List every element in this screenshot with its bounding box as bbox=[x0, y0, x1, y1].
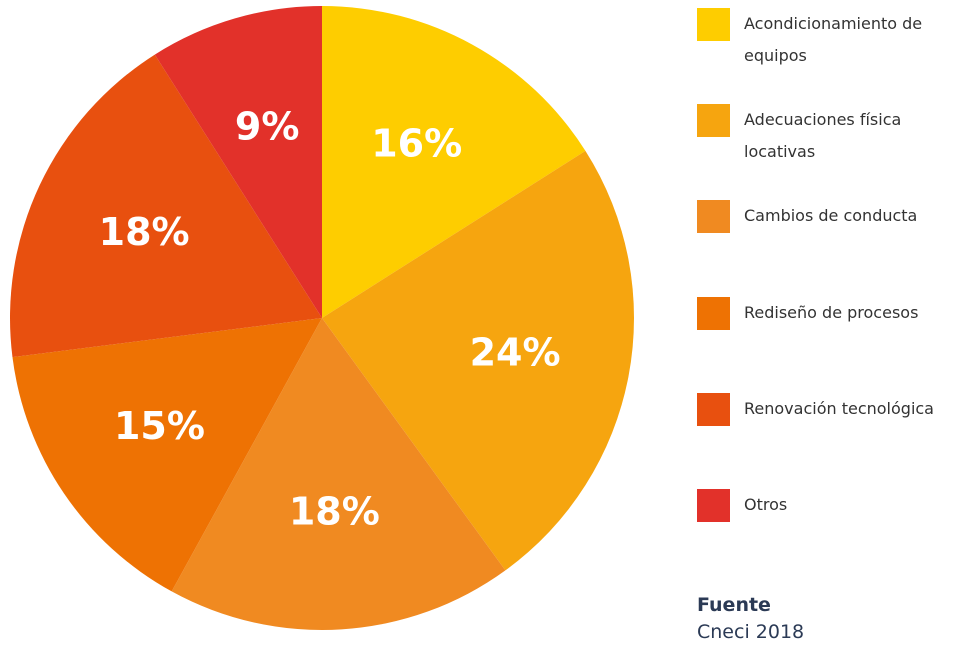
legend-label: Adecuaciones física locativas bbox=[744, 110, 902, 162]
legend-label: Renovación tecnológica bbox=[744, 398, 934, 418]
legend-item: Otros bbox=[697, 489, 980, 522]
legend-swatch bbox=[697, 8, 730, 41]
pie-slice bbox=[322, 6, 586, 318]
slice-label: 18% bbox=[99, 210, 190, 254]
source-text: Cneci 2018 bbox=[697, 621, 805, 643]
slice-label: 24% bbox=[470, 330, 561, 374]
legend-label: Otros bbox=[744, 495, 788, 514]
pie-slice bbox=[154, 6, 322, 318]
legend-item: Adecuaciones física locativas bbox=[697, 104, 980, 168]
legend-swatch bbox=[697, 104, 730, 138]
legend-swatch bbox=[697, 296, 730, 330]
pie-slice bbox=[171, 318, 506, 631]
legend-swatch bbox=[697, 392, 730, 426]
source: Fuente Cneci 2018 bbox=[697, 592, 804, 646]
legend-label: Rediseño de procesos bbox=[744, 302, 919, 322]
pie-chart: 16% 24% 18% 15% 18% 9% bbox=[9, 6, 635, 631]
slice-label: 18% bbox=[289, 490, 380, 534]
legend-item: Acondicionamiento de equipos bbox=[697, 8, 980, 72]
pie-slice bbox=[9, 54, 322, 358]
slice-label: 15% bbox=[114, 404, 205, 448]
slice-label: 16% bbox=[371, 121, 462, 165]
legend-item: Rediseño de procesos bbox=[697, 296, 980, 330]
legend-item: Renovación tecnológica bbox=[697, 392, 980, 426]
legend-swatch bbox=[697, 200, 730, 234]
slice-label: 9% bbox=[235, 105, 300, 149]
legend-item: Cambios de conducta bbox=[697, 200, 980, 234]
legend-swatch bbox=[697, 489, 730, 522]
page: 16% 24% 18% 15% 18% 9% Acondicionamiento de e… bbox=[9, 6, 980, 643]
legend-label: Cambios de conducta bbox=[744, 206, 918, 226]
pie-slice bbox=[322, 150, 635, 571]
source-title: Fuente bbox=[697, 594, 771, 616]
pie-slice bbox=[12, 318, 323, 592]
legend-label: Acondicionamiento de equipos bbox=[744, 14, 923, 65]
